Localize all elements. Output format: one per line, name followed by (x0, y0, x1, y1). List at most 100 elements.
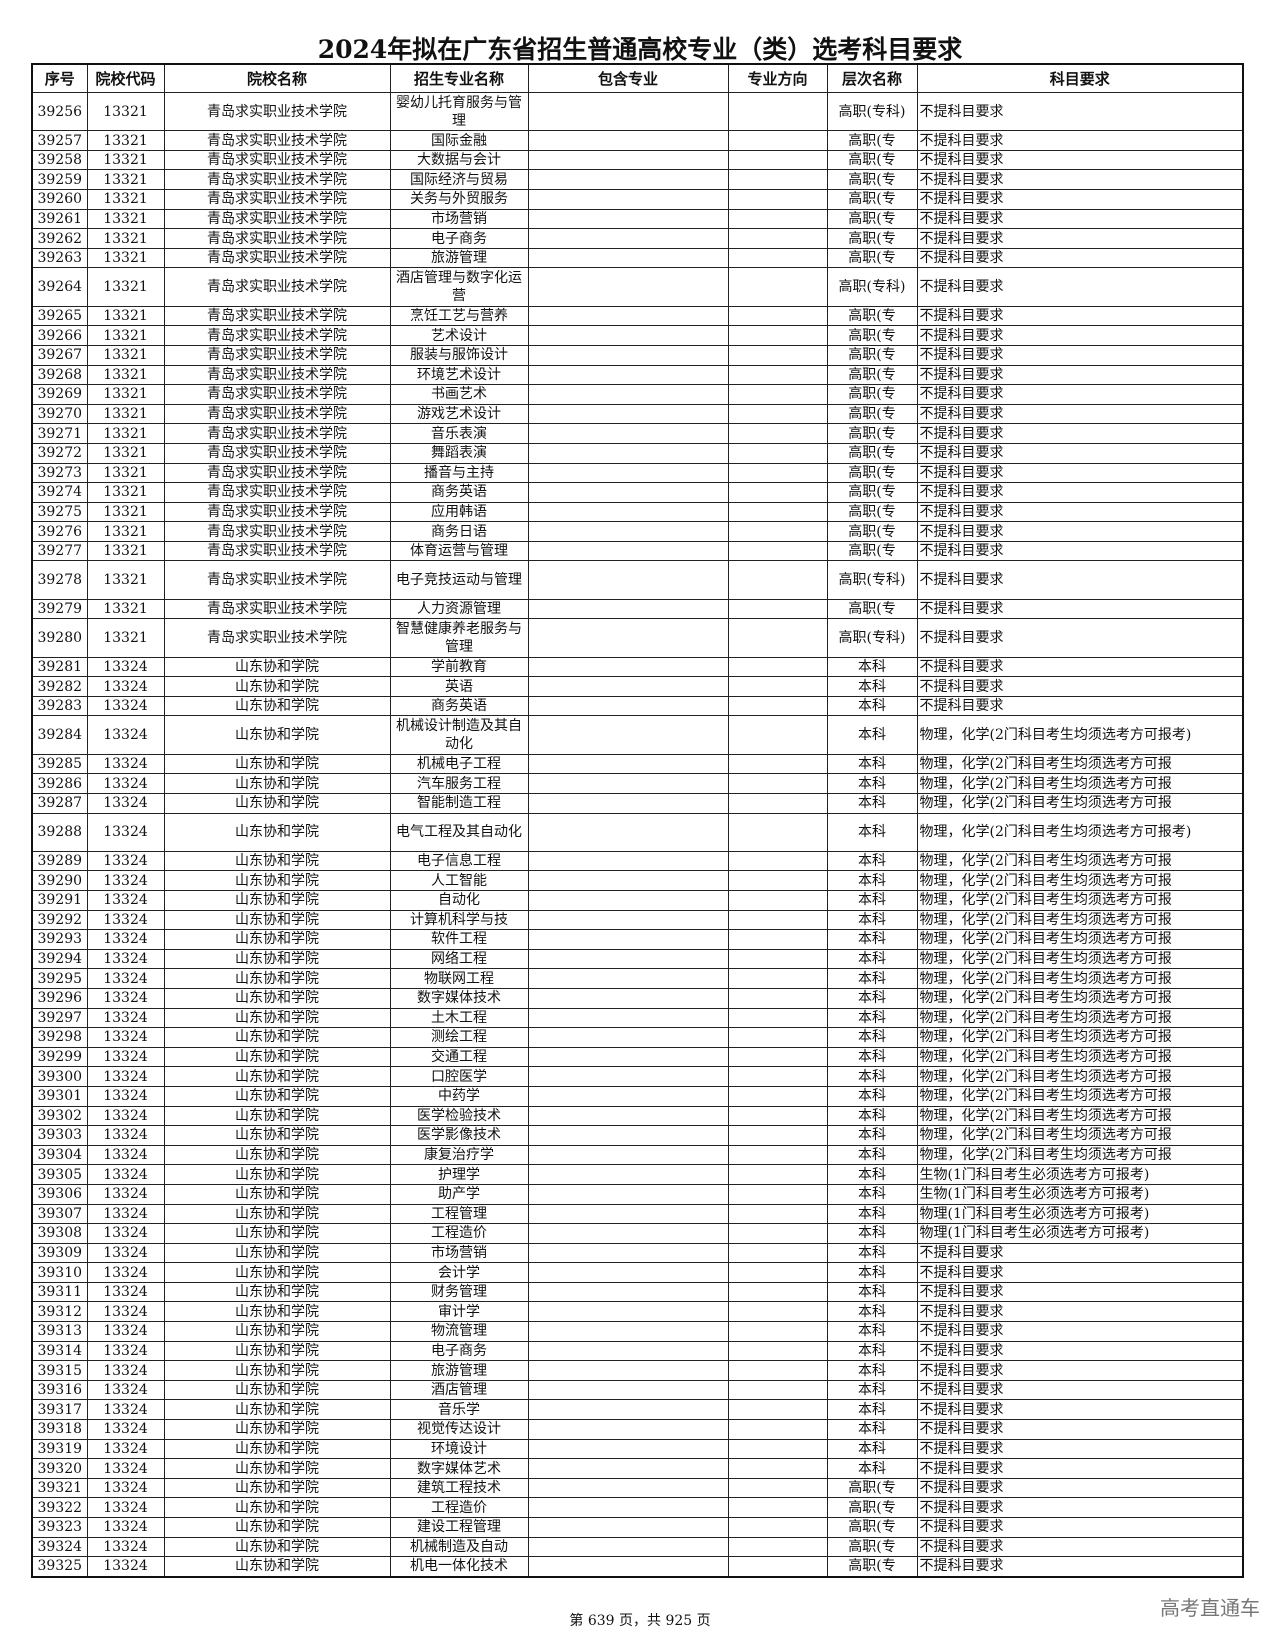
cell-included-majors (527, 1262, 729, 1283)
table-row: 39309 13324 山东协和学院 市场营销 本科 不提科目要求 (31, 1242, 1244, 1264)
cell-school-name: 山东协和学院 (163, 1164, 391, 1185)
cell-seq: 39265 (31, 305, 88, 327)
table-row: 39281 13324 山东协和学院 学前教育 本科 不提科目要求 (31, 656, 1244, 678)
cell-level: 本科 (826, 1085, 918, 1107)
cell-seq: 39271 (31, 423, 88, 444)
cell-seq: 39289 (31, 850, 88, 872)
cell-included-majors (527, 1321, 729, 1342)
cell-level: 本科 (826, 1340, 918, 1362)
cell-direction (727, 1477, 828, 1499)
cell-major-name: 人力资源管理 (389, 598, 529, 620)
cell-school-code: 13324 (86, 909, 165, 931)
table-row: 39288 13324 山东协和学院 电气工程及其自动化 本科 物理，化学(2门科目考生均… (31, 812, 1244, 852)
cell-major-name: 机械设计制造及其自动化 (389, 715, 529, 755)
cell-seq: 39272 (31, 442, 88, 464)
cell-included-majors (527, 1497, 729, 1518)
table-row: 39283 13324 山东协和学院 商务英语 本科 不提科目要求 (31, 695, 1244, 717)
table-row: 39294 13324 山东协和学院 网络工程 本科 物理，化学(2门科目考生均须选考方可… (31, 948, 1244, 970)
cell-level: 高职(专 (826, 442, 918, 464)
cell-level: 高职(专 (826, 521, 918, 542)
cell-level: 本科 (826, 812, 918, 852)
cell-direction (727, 1223, 828, 1244)
cell-major-name: 物流管理 (389, 1321, 529, 1342)
cell-included-majors (527, 267, 729, 307)
cell-included-majors (527, 1027, 729, 1048)
cell-seq: 39280 (31, 618, 88, 658)
cell-school-code: 13324 (86, 1105, 165, 1127)
table-row: 39303 13324 山东协和学院 医学影像技术 本科 物理，化学(2门科目考生均须选考… (31, 1125, 1244, 1146)
table-row: 39256 13321 青岛求实职业技术学院 婴幼儿托育服务与管理 高职(专科) 不提科目… (31, 91, 1244, 132)
cell-subject-requirement: 物理(1门科目考生必须选考方可报考) (916, 1203, 1244, 1225)
cell-seq: 39310 (31, 1262, 88, 1283)
cell-school-name: 青岛求实职业技术学院 (163, 149, 391, 171)
cell-major-name: 智能制造工程 (389, 792, 529, 814)
cell-subject-requirement: 不提科目要求 (916, 540, 1244, 562)
cell-school-name: 山东协和学院 (163, 1242, 391, 1264)
table-row: 39286 13324 山东协和学院 汽车服务工程 本科 物理，化学(2门科目考生均须选考… (31, 773, 1244, 794)
cell-subject-requirement: 不提科目要求 (916, 1379, 1244, 1401)
cell-subject-requirement: 物理，化学(2门科目考生均须选考方可报 (916, 1085, 1244, 1107)
header-major-name: 招生专业名称 (389, 63, 529, 93)
cell-subject-requirement: 物理，化学(2门科目考生均须选考方可报 (916, 1046, 1244, 1068)
cell-school-name: 山东协和学院 (163, 1125, 391, 1146)
cell-level: 高职(专 (826, 384, 918, 405)
cell-school-name: 山东协和学院 (163, 1497, 391, 1518)
cell-school-name: 青岛求实职业技术学院 (163, 462, 391, 484)
cell-level: 高职(专 (826, 501, 918, 523)
cell-school-code: 13324 (86, 1242, 165, 1264)
cell-school-code: 13321 (86, 169, 165, 191)
table-row: 39262 13321 青岛求实职业技术学院 电子商务 高职(专 不提科目要求 (31, 228, 1244, 249)
cell-school-code: 13324 (86, 948, 165, 970)
cell-direction (727, 560, 828, 600)
cell-school-name: 山东协和学院 (163, 909, 391, 931)
table-row: 39276 13321 青岛求实职业技术学院 商务日语 高职(专 不提科目要求 (31, 521, 1244, 542)
cell-major-name: 汽车服务工程 (389, 773, 529, 794)
page-title: 2024年拟在广东省招生普通高校专业（类）选考科目要求 (317, 35, 963, 64)
cell-subject-requirement: 不提科目要求 (916, 695, 1244, 717)
cell-direction (727, 773, 828, 794)
cell-level: 本科 (826, 1321, 918, 1342)
cell-included-majors (527, 228, 729, 249)
cell-subject-requirement: 不提科目要求 (916, 1438, 1244, 1460)
cell-subject-requirement: 不提科目要求 (916, 656, 1244, 678)
header-level: 层次名称 (826, 63, 918, 93)
cell-subject-requirement: 不提科目要求 (916, 598, 1244, 620)
cell-major-name: 书画艺术 (389, 384, 529, 405)
cell-major-name: 助产学 (389, 1183, 529, 1205)
cell-school-name: 山东协和学院 (163, 1517, 391, 1538)
cell-school-name: 山东协和学院 (163, 1262, 391, 1283)
cell-direction (727, 482, 828, 503)
cell-seq: 39315 (31, 1360, 88, 1381)
cell-subject-requirement: 不提科目要求 (916, 1242, 1244, 1264)
table-row: 39273 13321 青岛求实职业技术学院 播音与主持 高职(专 不提科目要求 (31, 462, 1244, 484)
cell-seq: 39319 (31, 1438, 88, 1460)
cell-major-name: 国际经济与贸易 (389, 169, 529, 191)
cell-school-code: 13321 (86, 189, 165, 210)
cell-seq: 39320 (31, 1458, 88, 1479)
cell-included-majors (527, 1399, 729, 1421)
cell-subject-requirement: 物理，化学(2门科目考生均须选考方可报 (916, 929, 1244, 950)
table-row: 39266 13321 青岛求实职业技术学院 艺术设计 高职(专 不提科目要求 (31, 325, 1244, 346)
cell-level: 高职(专 (826, 130, 918, 151)
cell-subject-requirement: 不提科目要求 (916, 267, 1244, 307)
cell-school-code: 13321 (86, 540, 165, 562)
cell-school-code: 13324 (86, 1419, 165, 1440)
cell-school-code: 13324 (86, 1399, 165, 1421)
table-row: 39257 13321 青岛求实职业技术学院 国际金融 高职(专 不提科目要求 (31, 130, 1244, 151)
cell-major-name: 大数据与会计 (389, 149, 529, 171)
cell-direction (727, 598, 828, 620)
cell-included-majors (527, 715, 729, 755)
table-row: 39306 13324 山东协和学院 助产学 本科 生物(1门科目考生必须选考方可报考) (31, 1183, 1244, 1205)
cell-subject-requirement: 物理(1门科目考生必须选考方可报考) (916, 1223, 1244, 1244)
cell-direction (727, 1183, 828, 1205)
cell-seq: 39309 (31, 1242, 88, 1264)
cell-school-name: 山东协和学院 (163, 1360, 391, 1381)
cell-school-name: 山东协和学院 (163, 1321, 391, 1342)
cell-major-name: 机械电子工程 (389, 753, 529, 775)
cell-direction (727, 1085, 828, 1107)
table-row: 39275 13321 青岛求实职业技术学院 应用韩语 高职(专 不提科目要求 (31, 501, 1244, 523)
cell-seq: 39299 (31, 1046, 88, 1068)
cell-school-name: 青岛求实职业技术学院 (163, 267, 391, 307)
cell-school-code: 13324 (86, 1203, 165, 1225)
cell-included-majors (527, 656, 729, 678)
